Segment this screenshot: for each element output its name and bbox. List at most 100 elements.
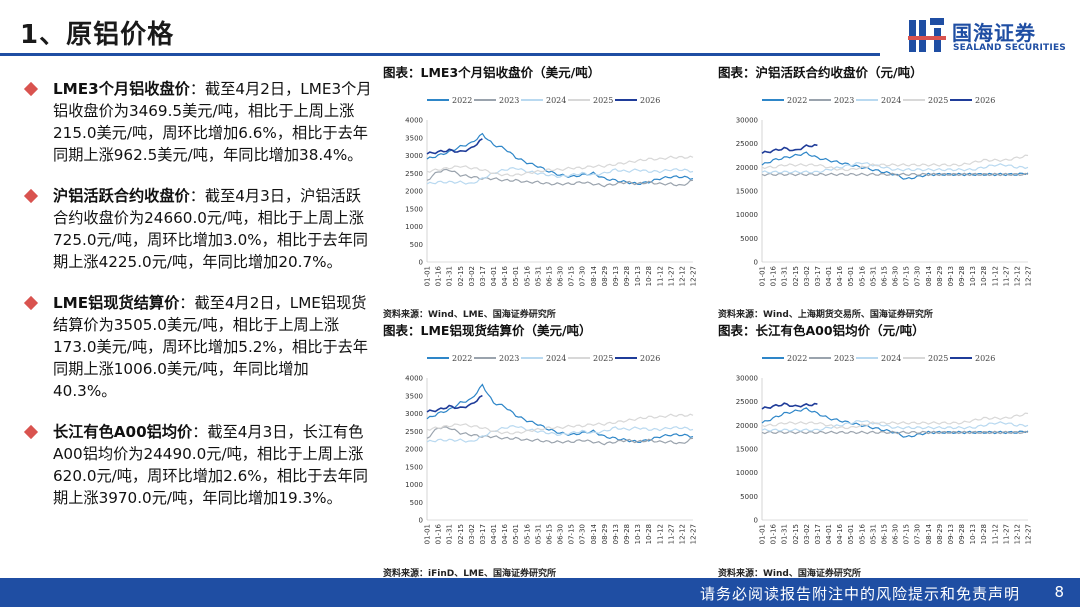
- legend-label: 2025: [928, 354, 948, 363]
- x-tick-label: 11-12: [656, 266, 664, 286]
- legend-label: 2022: [787, 96, 807, 105]
- legend-label: 2026: [640, 354, 660, 363]
- diamond-bullet-icon: [23, 188, 39, 204]
- x-tick-label: 04-16: [836, 265, 844, 286]
- x-tick-label: 09-28: [958, 266, 966, 286]
- x-tick-label: 10-13: [969, 524, 977, 544]
- x-tick-label: 01-16: [770, 265, 778, 286]
- x-tick-label: 12-27: [690, 266, 698, 286]
- y-tick-label: 0: [419, 259, 423, 267]
- x-tick-label: 03-17: [479, 524, 487, 544]
- legend-label: 2022: [787, 354, 807, 363]
- y-tick-label: 3000: [405, 410, 423, 418]
- x-tick-label: 07-15: [568, 266, 576, 286]
- x-tick-label: 12-27: [1025, 524, 1033, 544]
- x-tick-label: 11-12: [991, 266, 999, 286]
- x-tick-label: 08-14: [925, 265, 933, 286]
- x-tick-label: 05-01: [512, 524, 520, 544]
- series-line-2026: [426, 394, 483, 413]
- x-tick-label: 03-02: [468, 266, 476, 286]
- legend-label: 2024: [881, 354, 901, 363]
- y-tick-label: 25000: [736, 140, 758, 148]
- x-tick-label: 01-01: [424, 266, 432, 286]
- x-tick-label: 10-28: [980, 266, 988, 286]
- y-tick-label: 1000: [405, 223, 423, 231]
- x-tick-label: 10-13: [634, 266, 642, 286]
- header-divider: [0, 53, 880, 56]
- bullet-heading: LME铝现货结算价: [53, 294, 180, 312]
- logo-name-en: SEALAND SECURITIES: [953, 43, 1066, 53]
- x-tick-label: 07-15: [903, 524, 911, 544]
- x-tick-label: 05-01: [847, 524, 855, 544]
- legend-label: 2025: [928, 96, 948, 105]
- x-tick-label: 02-15: [457, 266, 465, 286]
- x-tick-label: 01-31: [781, 524, 789, 544]
- chart-title: 图表：沪铝活跃合约收盘价（元/吨）: [718, 65, 923, 80]
- x-tick-label: 05-16: [523, 265, 531, 286]
- legend-label: 2024: [881, 96, 901, 105]
- chart-source: 资料来源：Wind、LME、国海证券研究所: [383, 310, 556, 320]
- bullet-lme-spot: LME铝现货结算价：截至4月2日，LME铝现货结算价为3505.0美元/吨，相比…: [22, 292, 372, 402]
- x-tick-label: 10-13: [969, 266, 977, 286]
- series-line-2023: [761, 430, 1029, 435]
- x-tick-label: 04-16: [836, 523, 844, 544]
- bullet-heading: 长江有色A00铝均价: [53, 423, 193, 441]
- x-tick-label: 09-13: [612, 266, 620, 286]
- y-tick-label: 500: [410, 241, 423, 249]
- sealand-logo-icon: [908, 18, 946, 52]
- y-tick-label: 3500: [405, 392, 423, 400]
- y-tick-label: 2500: [405, 170, 423, 178]
- y-tick-label: 5000: [740, 235, 758, 243]
- x-tick-label: 10-28: [980, 524, 988, 544]
- legend-label: 2022: [452, 96, 472, 105]
- x-tick-label: 12-12: [678, 524, 686, 544]
- x-tick-label: 11-27: [1002, 524, 1010, 544]
- y-tick-label: 20000: [736, 164, 758, 172]
- diamond-bullet-icon: [23, 424, 39, 440]
- y-tick-label: 2000: [405, 188, 423, 196]
- series-line-2024: [761, 420, 1029, 432]
- y-tick-label: 3000: [405, 152, 423, 160]
- legend-label: 2023: [834, 354, 854, 363]
- legend-label: 2023: [834, 96, 854, 105]
- x-tick-label: 09-13: [947, 266, 955, 286]
- x-tick-label: 03-02: [803, 266, 811, 286]
- legend-label: 2023: [499, 354, 519, 363]
- chart-panel-changjiang-a00: 图表：长江有色A00铝均价（元/吨） 2022 2023 2024 2025 2026 0…: [718, 320, 1048, 579]
- legend-label: 2025: [593, 96, 613, 105]
- series-line-2024: [426, 166, 694, 185]
- x-tick-label: 03-17: [814, 524, 822, 544]
- y-tick-label: 4000: [405, 117, 423, 125]
- x-tick-label: 07-30: [579, 524, 587, 544]
- series-line-2022: [426, 383, 694, 444]
- x-tick-label: 04-16: [501, 523, 509, 544]
- y-tick-label: 4000: [405, 375, 423, 383]
- x-tick-label: 08-29: [601, 266, 609, 286]
- x-tick-label: 09-13: [947, 524, 955, 544]
- x-tick-label: 05-31: [869, 524, 877, 544]
- series-line-2025: [761, 154, 1029, 172]
- x-tick-label: 01-16: [435, 265, 443, 286]
- y-tick-label: 15000: [736, 446, 758, 454]
- x-tick-label: 10-13: [634, 524, 642, 544]
- chart-legend: 2022 2023 2024 2025 2026: [427, 354, 660, 363]
- x-tick-label: 06-30: [892, 266, 900, 286]
- x-tick-label: 12-12: [1013, 524, 1021, 544]
- x-tick-label: 06-15: [545, 266, 553, 286]
- legend-label: 2024: [546, 96, 566, 105]
- x-tick-label: 07-30: [914, 524, 922, 544]
- bullet-list: LME3个月铝收盘价：截至4月2日，LME3个月铝收盘价为3469.5美元/吨，…: [22, 78, 372, 528]
- x-tick-label: 03-02: [468, 524, 476, 544]
- bullet-body: ：截至4月3日，沪铝活跃合约收盘价为24660.0元/吨，相比于上周上涨725.…: [53, 187, 368, 271]
- x-tick-label: 11-12: [656, 524, 664, 544]
- x-tick-label: 04-16: [501, 265, 509, 286]
- footer-disclaimer: 请务必阅读报告附注中的风险提示和免责声明: [699, 585, 1020, 603]
- bullet-body: ：截至4月2日，LME铝现货结算价为3505.0美元/吨，相比于上周上涨173.…: [53, 294, 368, 400]
- y-tick-label: 0: [754, 259, 758, 267]
- bullet-heading: 沪铝活跃合约收盘价: [53, 187, 190, 205]
- x-tick-label: 10-28: [645, 524, 653, 544]
- bullet-shfe-active: 沪铝活跃合约收盘价：截至4月3日，沪铝活跃合约收盘价为24660.0元/吨，相比…: [22, 185, 372, 273]
- x-tick-label: 12-27: [1025, 266, 1033, 286]
- chart-panel-lme3m: 图表：LME3个月铝收盘价（美元/吨） 2022 2023 2024 2025 2026…: [383, 62, 713, 320]
- series-line-2026: [761, 143, 818, 154]
